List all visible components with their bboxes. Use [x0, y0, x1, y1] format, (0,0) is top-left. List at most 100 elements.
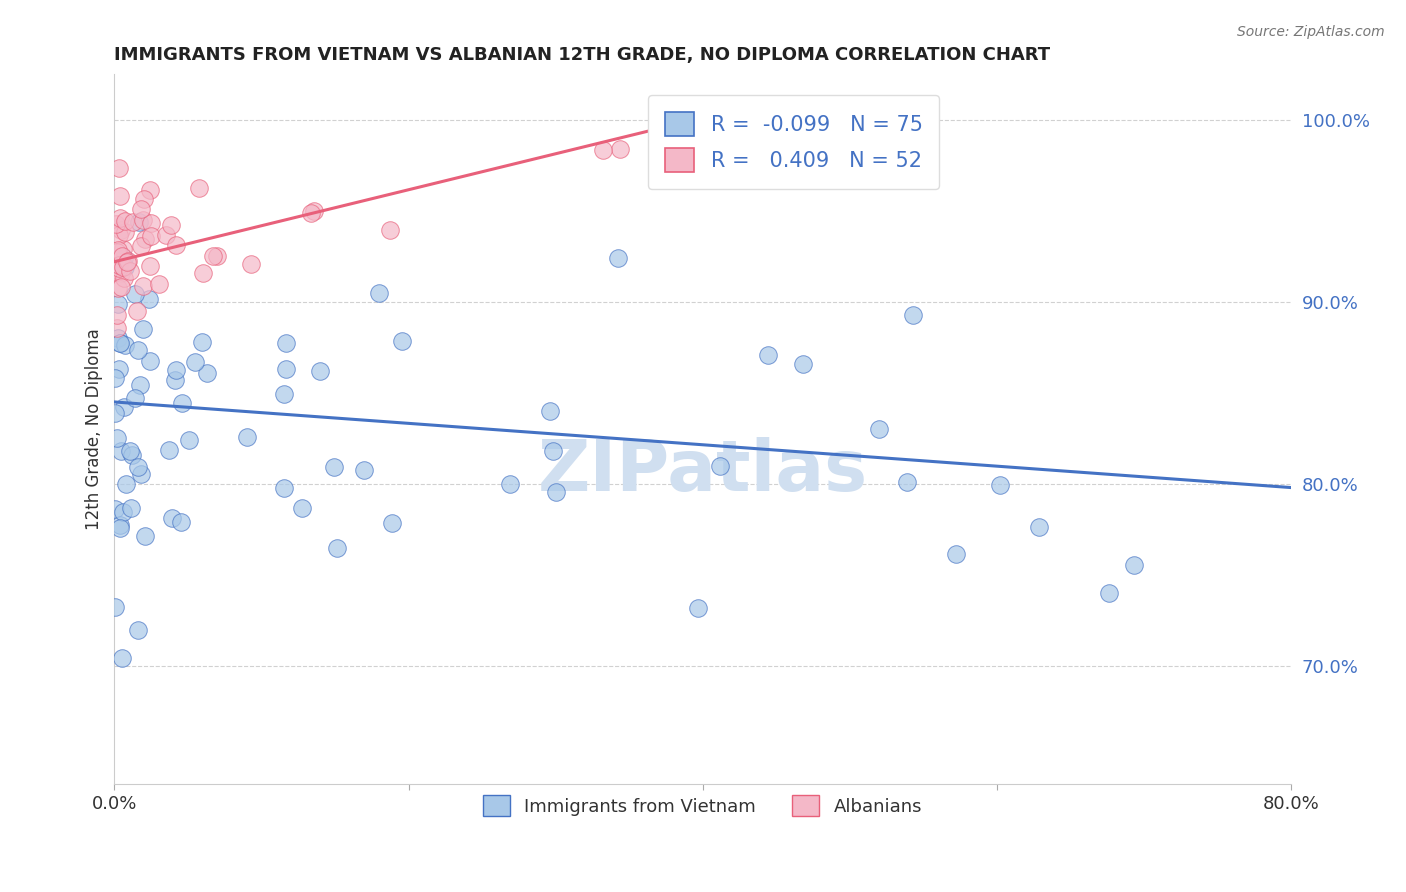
Point	[110, 223, 132, 237]
Point	[134, 528, 156, 542]
Point	[148, 277, 170, 291]
Point	[709, 459, 731, 474]
Point	[177, 434, 200, 448]
Point	[110, 266, 132, 280]
Point	[129, 239, 152, 253]
Point	[378, 223, 401, 237]
Point	[108, 211, 131, 226]
Point	[195, 366, 218, 380]
Point	[132, 278, 155, 293]
Point	[302, 203, 325, 218]
Point	[111, 650, 134, 665]
Point	[114, 225, 136, 239]
Point	[165, 238, 187, 252]
Point	[110, 444, 132, 458]
Point	[368, 285, 391, 300]
Point	[326, 541, 349, 555]
Point	[688, 601, 710, 615]
Text: ZIPatlas: ZIPatlas	[537, 437, 868, 507]
Point	[105, 244, 128, 259]
Point	[792, 358, 814, 372]
Point	[118, 264, 141, 278]
Point	[274, 335, 297, 350]
Point	[120, 500, 142, 515]
Point	[1097, 586, 1119, 600]
Point	[132, 321, 155, 335]
Point	[107, 228, 129, 243]
Point	[124, 391, 146, 405]
Point	[650, 135, 672, 149]
Point	[107, 296, 129, 310]
Point	[104, 502, 127, 516]
Point	[309, 364, 332, 378]
Point	[165, 363, 187, 377]
Point	[139, 259, 162, 273]
Point	[609, 142, 631, 156]
Point	[108, 361, 131, 376]
Point	[107, 261, 129, 276]
Point	[138, 292, 160, 306]
Point	[868, 422, 890, 436]
Point	[117, 254, 139, 268]
Point	[391, 334, 413, 348]
Point	[322, 459, 344, 474]
Point	[945, 547, 967, 561]
Point	[107, 281, 129, 295]
Point	[114, 214, 136, 228]
Y-axis label: 12th Grade, No Diploma: 12th Grade, No Diploma	[86, 328, 103, 530]
Point	[108, 518, 131, 533]
Point	[273, 481, 295, 495]
Point	[607, 251, 630, 265]
Point	[276, 362, 298, 376]
Point	[104, 217, 127, 231]
Point	[160, 219, 183, 233]
Point	[125, 304, 148, 318]
Point	[896, 475, 918, 489]
Point	[122, 214, 145, 228]
Point	[191, 267, 214, 281]
Point	[499, 477, 522, 491]
Point	[110, 520, 132, 534]
Point	[110, 189, 132, 203]
Point	[111, 249, 134, 263]
Point	[132, 192, 155, 206]
Point	[191, 335, 214, 350]
Point	[381, 516, 404, 530]
Point	[127, 624, 149, 638]
Point	[155, 227, 177, 242]
Point	[201, 249, 224, 263]
Point	[124, 287, 146, 301]
Point	[188, 180, 211, 194]
Point	[541, 443, 564, 458]
Point	[112, 251, 135, 265]
Point	[127, 460, 149, 475]
Point	[139, 229, 162, 244]
Point	[134, 232, 156, 246]
Point	[988, 478, 1011, 492]
Point	[114, 338, 136, 352]
Point	[235, 429, 257, 443]
Point	[104, 406, 127, 420]
Point	[353, 463, 375, 477]
Point	[160, 510, 183, 524]
Point	[110, 279, 132, 293]
Point	[756, 349, 779, 363]
Point	[291, 501, 314, 516]
Point	[128, 215, 150, 229]
Point	[273, 386, 295, 401]
Point	[170, 396, 193, 410]
Point	[112, 271, 135, 285]
Point	[118, 444, 141, 458]
Point	[131, 212, 153, 227]
Point	[110, 336, 132, 351]
Point	[170, 515, 193, 529]
Point	[139, 354, 162, 368]
Point	[112, 260, 135, 274]
Point	[538, 404, 561, 418]
Point	[107, 243, 129, 257]
Point	[111, 505, 134, 519]
Point	[139, 217, 162, 231]
Legend: Immigrants from Vietnam, Albanians: Immigrants from Vietnam, Albanians	[474, 786, 931, 825]
Point	[108, 258, 131, 272]
Point	[163, 373, 186, 387]
